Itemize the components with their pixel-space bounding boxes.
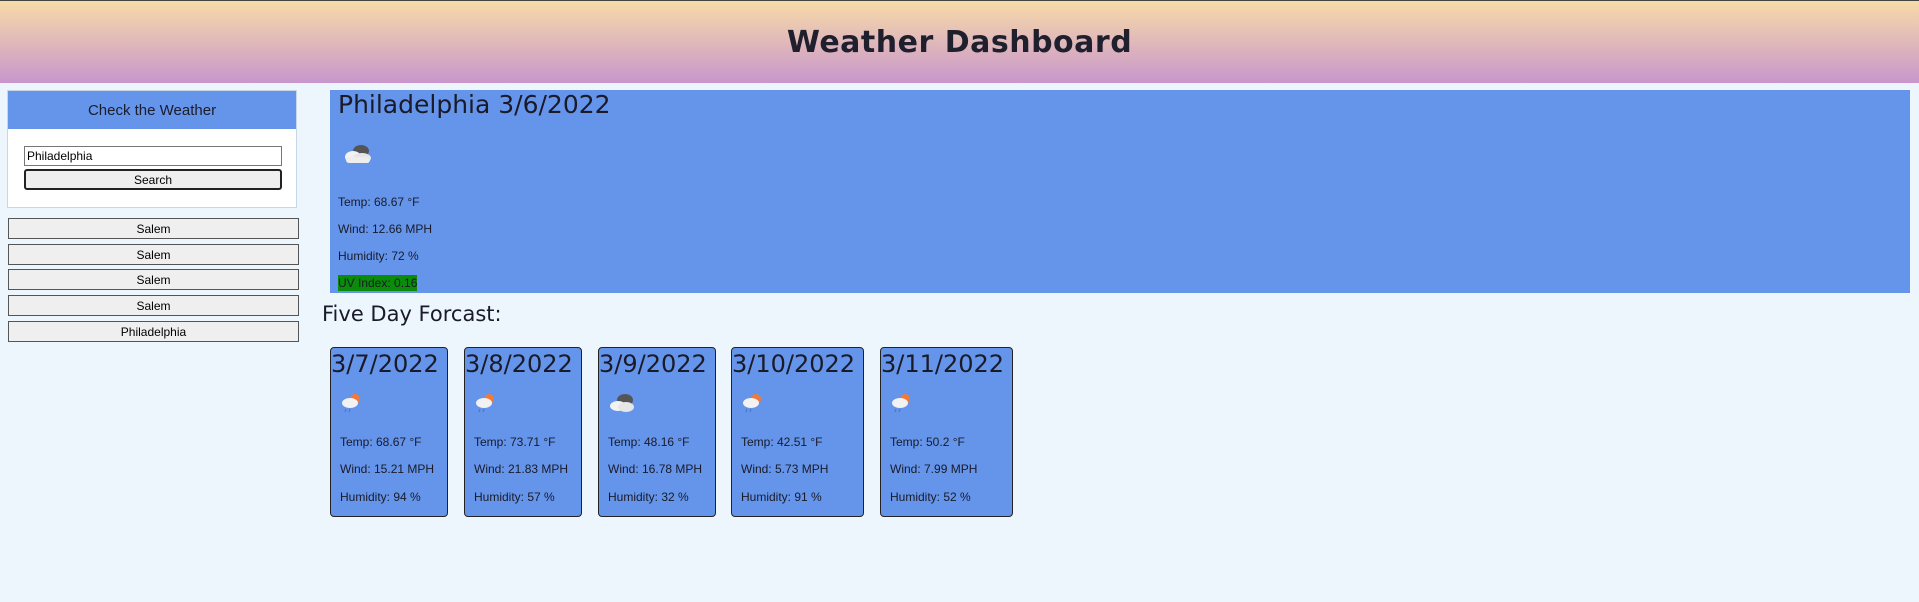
forecast-date: 3/11/2022 bbox=[881, 350, 1005, 378]
forecast-date: 3/8/2022 bbox=[465, 350, 573, 378]
current-temp: Temp: 68.67 °F bbox=[338, 195, 420, 209]
current-wind: Wind: 12.66 MPH bbox=[338, 222, 433, 236]
city-search-input[interactable] bbox=[24, 146, 282, 166]
forecast-temp: Temp: 68.67 °F bbox=[340, 435, 422, 449]
history-button-salem[interactable]: Salem bbox=[8, 244, 299, 265]
search-panel-title: Check the Weather bbox=[8, 91, 296, 129]
forecast-date: 3/10/2022 bbox=[732, 350, 856, 378]
sun-rain-icon bbox=[889, 392, 915, 419]
forecast-humidity: Humidity: 32 % bbox=[608, 490, 689, 504]
current-weather-panel: Philadelphia 3/6/2022 Temp: 68.67 °F Win… bbox=[330, 90, 1910, 293]
history-button-salem[interactable]: Salem bbox=[8, 295, 299, 316]
forecast-temp: Temp: 50.2 °F bbox=[890, 435, 965, 449]
forecast-wind: Wind: 7.99 MPH bbox=[890, 462, 978, 476]
forecast-wind: Wind: 5.73 MPH bbox=[741, 462, 829, 476]
forecast-wind: Wind: 21.83 MPH bbox=[474, 462, 569, 476]
forecast-date: 3/7/2022 bbox=[331, 350, 439, 378]
page-title: Weather Dashboard bbox=[786, 24, 1133, 60]
current-city-title: Philadelphia 3/6/2022 bbox=[338, 90, 611, 119]
forecast-card: 3/9/2022 Temp: 48.16 °F Wind: 16.78 MPH … bbox=[598, 347, 716, 517]
forecast-date: 3/9/2022 bbox=[599, 350, 707, 378]
forecast-card: 3/11/2022 Temp: 50.2 °F Wind: 7.99 MPH H… bbox=[880, 347, 1013, 517]
sun-rain-icon bbox=[473, 392, 499, 419]
forecast-humidity: Humidity: 57 % bbox=[474, 490, 555, 504]
forecast-temp: Temp: 42.51 °F bbox=[741, 435, 823, 449]
forecast-wind: Wind: 15.21 MPH bbox=[340, 462, 435, 476]
sun-rain-icon bbox=[740, 392, 766, 419]
forecast-heading: Five Day Forcast: bbox=[322, 302, 502, 326]
search-button[interactable]: Search bbox=[24, 169, 282, 190]
forecast-temp: Temp: 48.16 °F bbox=[608, 435, 690, 449]
uv-index-badge: UV Index: 0.16 bbox=[338, 275, 418, 291]
forecast-humidity: Humidity: 52 % bbox=[890, 490, 971, 504]
page-header: Weather Dashboard bbox=[0, 0, 1919, 83]
forecast-wind: Wind: 16.78 MPH bbox=[608, 462, 703, 476]
current-humidity: Humidity: 72 % bbox=[338, 249, 419, 263]
forecast-card: 3/7/2022 Temp: 68.67 °F Wind: 15.21 MPH … bbox=[330, 347, 448, 517]
history-button-salem[interactable]: Salem bbox=[8, 218, 299, 239]
forecast-humidity: Humidity: 91 % bbox=[741, 490, 822, 504]
search-panel: Check the Weather Search bbox=[7, 90, 297, 208]
cloudy-icon bbox=[607, 392, 637, 419]
forecast-card: 3/8/2022 Temp: 73.71 °F Wind: 21.83 MPH … bbox=[464, 347, 582, 517]
cloudy-icon bbox=[342, 142, 374, 171]
forecast-temp: Temp: 73.71 °F bbox=[474, 435, 556, 449]
history-button-salem[interactable]: Salem bbox=[8, 269, 299, 290]
sun-rain-icon bbox=[339, 392, 365, 419]
forecast-humidity: Humidity: 94 % bbox=[340, 490, 421, 504]
history-button-philadelphia[interactable]: Philadelphia bbox=[8, 321, 299, 342]
forecast-card: 3/10/2022 Temp: 42.51 °F Wind: 5.73 MPH … bbox=[731, 347, 864, 517]
